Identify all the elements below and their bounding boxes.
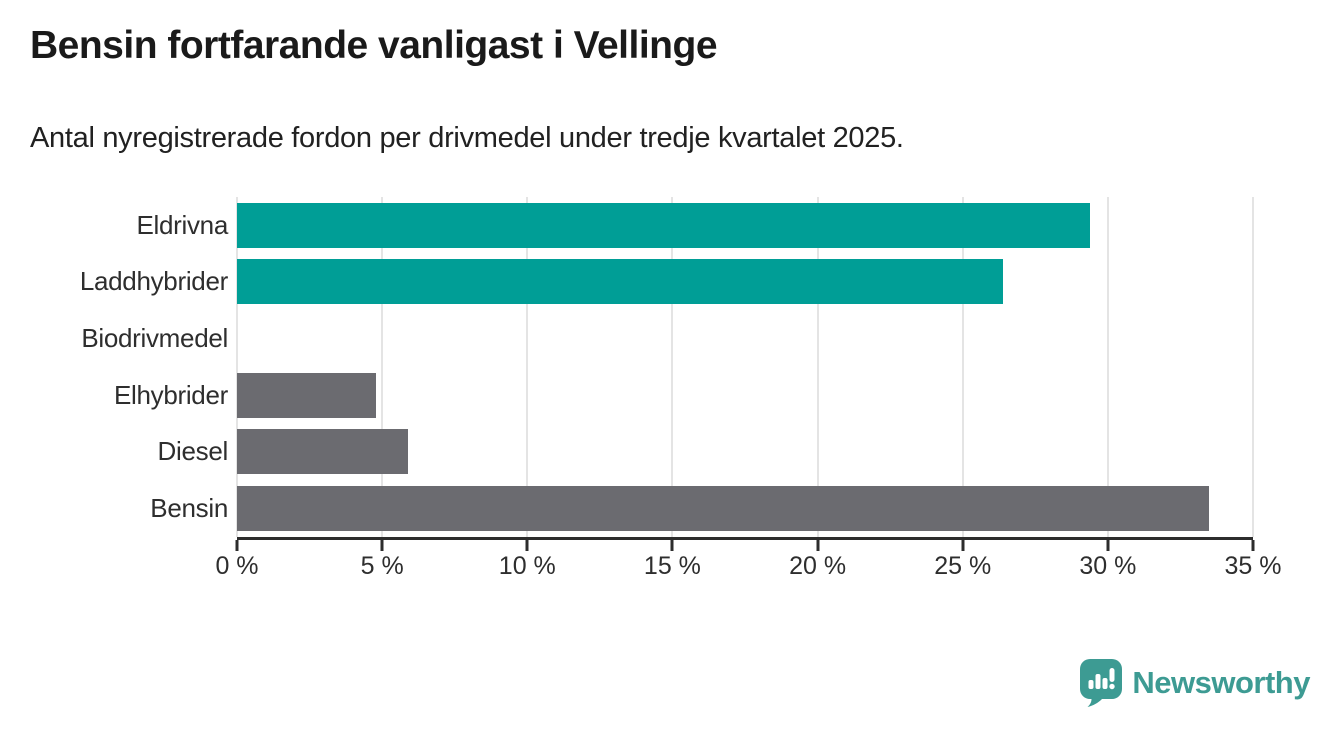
bar-row — [237, 367, 1253, 424]
bar-row — [237, 197, 1253, 254]
x-axis-labels: 0 % 5 % 10 % 15 % 20 % 25 % 30 % 35 % — [215, 552, 1281, 582]
bar-diesel — [237, 429, 409, 475]
category-label: Elhybrider — [113, 379, 228, 410]
axis-tick — [525, 540, 529, 551]
x-tick-label: 0 % — [215, 552, 259, 580]
plot-area — [236, 197, 1254, 537]
x-tick-label: 20 % — [789, 552, 847, 580]
bar-row — [237, 254, 1253, 311]
axis-tick — [235, 540, 239, 551]
category-axis: Eldrivna Laddhybrider Biodrivmedel Elhybrid… — [0, 197, 228, 537]
x-axis — [235, 537, 1255, 552]
axis-tick — [1106, 540, 1110, 551]
gridline — [816, 197, 819, 537]
gridline — [671, 197, 674, 537]
brand-name: Newsworthy — [1132, 665, 1310, 700]
category-label: Laddhybrider — [79, 266, 228, 297]
x-tick-label: 30 % — [1079, 552, 1137, 580]
newsworthy-logo: Newsworthy — [1080, 659, 1310, 707]
axis-tick — [1251, 540, 1255, 551]
x-tick-label: 35 % — [1224, 552, 1282, 580]
axis-tick — [670, 540, 674, 551]
category-label: Eldrivna — [136, 209, 228, 240]
x-tick-label: 10 % — [498, 552, 556, 580]
bar-row — [237, 424, 1253, 481]
category-label: Biodrivmedel — [81, 323, 228, 354]
x-tick-label: 25 % — [934, 552, 992, 580]
bar-row — [237, 310, 1253, 367]
chart-subtitle: Antal nyregistrerade fordon per drivmede… — [30, 122, 904, 154]
gridline — [1106, 197, 1109, 537]
x-tick-label: 15 % — [643, 552, 701, 580]
page-title: Bensin fortfarande vanligast i Vellinge — [30, 24, 718, 67]
axis-tick — [961, 540, 965, 551]
gridline — [526, 197, 529, 537]
newsworthy-bubble-icon — [1080, 659, 1123, 707]
axis-tick — [380, 540, 384, 551]
bar-elhybrider — [237, 372, 377, 418]
gridline — [381, 197, 384, 537]
bar-laddhybrider — [237, 259, 1004, 305]
category-label: Diesel — [157, 436, 229, 467]
axis-tick — [816, 540, 820, 551]
gridline — [1252, 197, 1254, 537]
bar-row — [237, 480, 1253, 537]
bar-bensin — [237, 486, 1210, 532]
x-tick-label: 5 % — [360, 552, 404, 580]
bar-eldrivna — [237, 202, 1091, 248]
gridline — [236, 197, 238, 537]
gridline — [961, 197, 964, 537]
category-label: Bensin — [150, 493, 228, 524]
